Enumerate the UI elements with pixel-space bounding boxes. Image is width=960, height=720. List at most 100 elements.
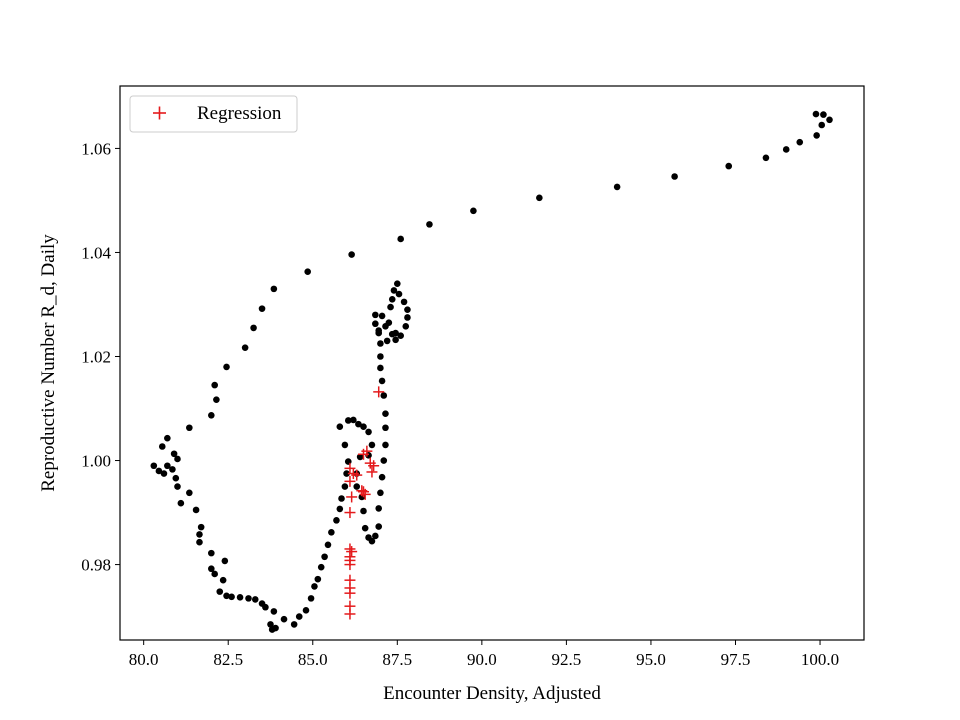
data-point — [382, 410, 389, 418]
regression-point — [344, 574, 356, 586]
data-point — [392, 329, 399, 337]
data-point — [397, 332, 404, 339]
regression-point — [346, 546, 358, 558]
x-tick-label: 87.5 — [382, 650, 412, 669]
data-point — [343, 470, 350, 477]
data-point — [160, 470, 168, 477]
data-point — [177, 499, 185, 507]
data-point — [219, 576, 227, 584]
data-point — [311, 583, 318, 590]
regression-point — [361, 445, 373, 457]
data-point — [258, 305, 266, 312]
data-point — [350, 416, 357, 424]
data-point — [375, 327, 383, 334]
data-point — [368, 441, 376, 449]
data-point — [164, 434, 171, 442]
data-point — [812, 110, 820, 118]
data-point — [372, 311, 379, 319]
data-point — [355, 420, 362, 428]
regression-series — [344, 386, 385, 620]
data-point — [236, 594, 244, 601]
data-point — [353, 483, 361, 490]
x-axis-label: Encounter Density, Adjusted — [383, 683, 601, 704]
data-point — [192, 506, 200, 514]
regression-point — [344, 507, 356, 519]
data-point — [317, 563, 325, 571]
data-point — [321, 553, 328, 561]
data-point — [372, 532, 379, 540]
data-point — [365, 428, 372, 436]
y-tick-label: 1.00 — [81, 452, 111, 471]
regression-point — [357, 486, 369, 498]
data-point — [470, 207, 477, 215]
data-point — [378, 312, 386, 320]
data-point — [245, 595, 252, 602]
data-point — [380, 392, 388, 399]
data-point — [208, 565, 215, 573]
plot-area — [150, 110, 833, 633]
data-point — [186, 424, 193, 432]
data-point — [170, 450, 178, 458]
data-point — [382, 323, 389, 330]
data-point — [196, 531, 203, 538]
data-point — [208, 411, 215, 419]
data-point — [150, 462, 158, 470]
data-point — [250, 324, 257, 332]
data-point — [172, 474, 180, 482]
data-point — [360, 423, 367, 431]
data-point — [196, 538, 203, 546]
data-point — [613, 183, 621, 191]
data-point — [164, 462, 171, 470]
data-point — [241, 344, 249, 351]
data-point — [333, 517, 340, 524]
data-point — [221, 557, 229, 565]
data-point — [762, 154, 770, 162]
data-point — [375, 523, 383, 530]
data-point — [536, 194, 543, 202]
data-point — [295, 613, 303, 620]
data-point — [377, 340, 384, 347]
regression-point — [373, 386, 385, 398]
data-point — [388, 295, 396, 303]
data-point — [356, 453, 364, 461]
data-point — [400, 298, 408, 306]
data-point — [213, 396, 220, 403]
regression-point — [344, 600, 356, 612]
data-point — [387, 303, 394, 311]
y-tick-label: 1.04 — [81, 243, 111, 262]
x-tick-label: 90.0 — [467, 650, 497, 669]
data-point — [671, 173, 678, 180]
data-point — [377, 364, 384, 372]
x-tick-label: 85.0 — [298, 650, 328, 669]
data-point — [211, 570, 218, 578]
data-point — [426, 221, 433, 228]
data-point — [377, 489, 384, 497]
data-point — [382, 424, 389, 432]
data-point — [818, 121, 826, 129]
data-point — [280, 615, 288, 623]
x-tick-label: 92.5 — [552, 650, 582, 669]
data-point — [158, 443, 166, 450]
data-point — [402, 323, 410, 330]
dot-series — [150, 110, 833, 633]
data-point — [270, 608, 278, 615]
data-point — [377, 353, 384, 360]
data-point — [341, 441, 349, 449]
y-axis-ticks: 0.98 1.00 1.02 1.04 1.06 — [81, 139, 120, 575]
data-point — [336, 423, 344, 431]
y-axis-label: Reproductive Number R_d, Daily — [38, 234, 59, 492]
data-point — [361, 524, 369, 532]
data-point — [725, 162, 733, 170]
y-tick-label: 0.98 — [81, 556, 111, 575]
data-point — [404, 306, 411, 313]
data-point — [228, 593, 235, 601]
x-tick-label: 80.0 — [129, 650, 159, 669]
regression-point — [344, 543, 356, 555]
axes-frame — [119, 85, 865, 641]
data-point — [251, 596, 259, 603]
data-point — [155, 467, 163, 475]
x-tick-label: 95.0 — [636, 650, 666, 669]
data-point — [267, 621, 274, 628]
data-point — [378, 377, 386, 385]
